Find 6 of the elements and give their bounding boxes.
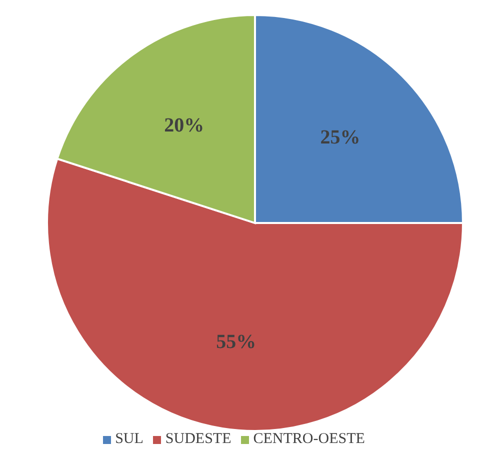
data-label: 25% xyxy=(320,126,360,149)
data-label: 55% xyxy=(216,331,256,354)
legend-label: SUDESTE xyxy=(165,431,232,447)
data-label: 20% xyxy=(164,114,204,136)
legend-label: SUL xyxy=(115,431,144,447)
legend-label: CENTRO-OESTE xyxy=(253,431,365,447)
